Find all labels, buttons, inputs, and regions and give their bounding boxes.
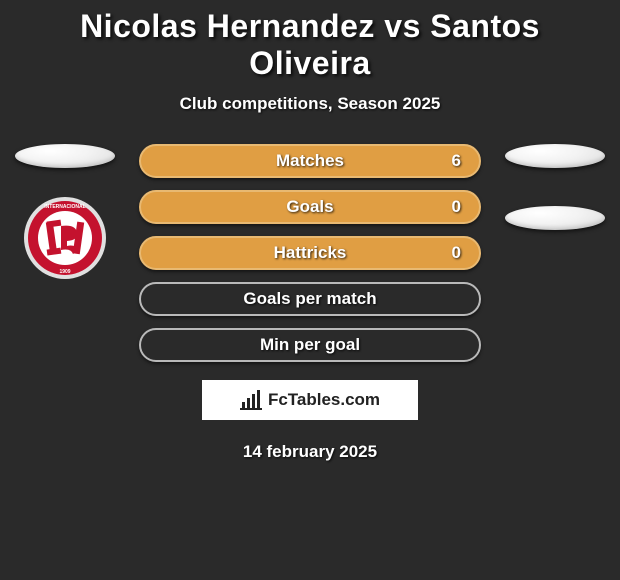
stat-bar-matches: Matches 6 [139,144,481,178]
player-left-avatar-placeholder [15,144,115,168]
club-logo-left: INTERNACIONAL 1909 [23,196,107,280]
stat-value: 0 [452,197,461,217]
stat-label: Min per goal [260,335,360,355]
brand-text: FcTables.com [268,390,380,410]
svg-text:INTERNACIONAL: INTERNACIONAL [44,204,85,210]
stat-label: Goals per match [243,289,376,309]
stat-bar-min-per-goal: Min per goal [139,328,481,362]
stat-bar-hattricks: Hattricks 0 [139,236,481,270]
stat-label: Matches [276,151,344,171]
comparison-subtitle: Club competitions, Season 2025 [0,94,620,114]
player-left-column: INTERNACIONAL 1909 [9,144,121,280]
player-right-avatar-placeholder [505,144,605,168]
chart-icon [240,390,262,410]
svg-text:1909: 1909 [59,269,70,275]
stat-label: Hattricks [274,243,347,263]
stat-value: 6 [452,151,461,171]
stat-value: 0 [452,243,461,263]
stats-bars: Matches 6 Goals 0 Hattricks 0 Goals per … [139,144,481,362]
snapshot-date: 14 february 2025 [0,442,620,462]
player-right-column [499,144,611,230]
stat-label: Goals [286,197,333,217]
stat-bar-goals: Goals 0 [139,190,481,224]
brand-watermark: FcTables.com [202,380,418,420]
club-right-placeholder [505,206,605,230]
stat-bar-goals-per-match: Goals per match [139,282,481,316]
comparison-main: INTERNACIONAL 1909 Matches 6 Goals 0 Hat… [0,144,620,362]
comparison-title: Nicolas Hernandez vs Santos Oliveira [0,8,620,82]
